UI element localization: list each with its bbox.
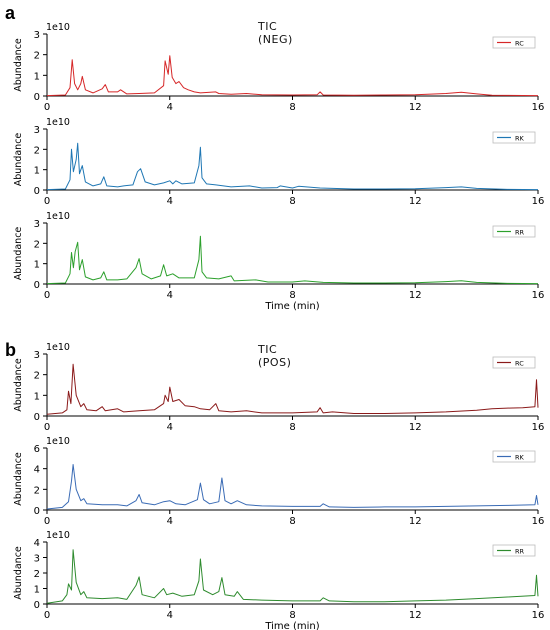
x-tick-label: 8 — [289, 196, 295, 207]
legend-label: RC — [515, 360, 524, 368]
x-tick-label: 0 — [44, 196, 50, 207]
panel-title-pos: TIC (POS) — [258, 343, 292, 369]
legend-label: RK — [515, 135, 525, 143]
y-axis-label: Abundance — [13, 133, 24, 187]
axis-exponent-label: 1e10 — [46, 342, 70, 353]
y-tick-label: 0 — [34, 412, 40, 423]
axis-exponent-label: 1e10 — [46, 117, 70, 128]
legend-box — [492, 225, 536, 238]
series-line-rr — [46, 549, 539, 604]
x-axis-label: Time (min) — [264, 301, 319, 312]
x-axis-label: Time (min) — [264, 621, 319, 630]
legend-label: RR — [515, 548, 525, 556]
axis-exponent-label: 1e10 — [46, 530, 70, 541]
legend-box — [492, 450, 536, 463]
y-tick-label: 2 — [34, 239, 40, 250]
legend-label: RK — [515, 454, 525, 462]
y-tick-label: 3 — [34, 554, 40, 565]
x-tick-label: 4 — [167, 610, 173, 621]
x-tick-label: 0 — [44, 610, 50, 621]
x-tick-label: 4 — [167, 422, 173, 433]
y-axis-label: Abundance — [13, 38, 24, 92]
panel-title-neg: TIC (NEG) — [258, 20, 293, 46]
series-line-rk — [46, 142, 539, 191]
x-tick-label: 4 — [167, 290, 173, 301]
x-tick-label: 12 — [409, 196, 422, 207]
x-tick-label: 16 — [532, 610, 545, 621]
x-tick-label: 0 — [44, 516, 50, 527]
y-tick-label: 4 — [34, 538, 40, 549]
y-axis-label: Abundance — [13, 227, 24, 281]
x-tick-label: 12 — [409, 516, 422, 527]
x-tick-label: 12 — [409, 290, 422, 301]
y-tick-label: 2 — [34, 51, 40, 62]
x-tick-label: 12 — [409, 610, 422, 621]
series-line-rr — [46, 235, 539, 285]
series-line-rc — [46, 55, 539, 97]
x-tick-label: 4 — [167, 516, 173, 527]
y-tick-label: 4 — [34, 465, 40, 476]
x-tick-label: 8 — [289, 610, 295, 621]
y-tick-label: 0 — [34, 600, 40, 611]
x-tick-label: 0 — [44, 422, 50, 433]
x-tick-label: 8 — [289, 422, 295, 433]
x-tick-label: 12 — [409, 422, 422, 433]
x-tick-label: 16 — [532, 516, 545, 527]
y-tick-label: 0 — [34, 506, 40, 517]
x-tick-label: 8 — [289, 516, 295, 527]
axis-exponent-label: 1e10 — [46, 211, 70, 222]
y-tick-label: 2 — [34, 145, 40, 156]
x-tick-label: 16 — [532, 102, 545, 113]
panel-letter-b: b — [5, 340, 16, 360]
x-tick-label: 0 — [44, 290, 50, 301]
x-tick-label: 12 — [409, 102, 422, 113]
axis-exponent-label: 1e10 — [46, 436, 70, 447]
y-tick-label: 6 — [34, 444, 40, 455]
y-tick-label: 2 — [34, 569, 40, 580]
y-tick-label: 2 — [34, 485, 40, 496]
y-tick-label: 0 — [34, 186, 40, 197]
y-tick-label: 3 — [34, 219, 40, 230]
legend-box — [492, 356, 536, 369]
y-tick-label: 0 — [34, 280, 40, 291]
x-tick-label: 4 — [167, 196, 173, 207]
legend-box — [492, 36, 536, 49]
y-tick-label: 0 — [34, 92, 40, 103]
legend-label: RR — [515, 229, 525, 237]
legend-box — [492, 544, 536, 557]
legend-label: RC — [515, 40, 524, 48]
y-axis-label: Abundance — [13, 452, 24, 506]
x-tick-label: 8 — [289, 290, 295, 301]
x-tick-label: 0 — [44, 102, 50, 113]
x-tick-label: 16 — [532, 290, 545, 301]
y-tick-label: 1 — [34, 71, 40, 82]
y-tick-label: 3 — [34, 30, 40, 41]
y-axis-label: Abundance — [13, 546, 24, 600]
y-tick-label: 2 — [34, 371, 40, 382]
y-axis-label: Abundance — [13, 358, 24, 412]
x-tick-label: 16 — [532, 422, 545, 433]
series-line-rk — [46, 464, 539, 510]
y-tick-label: 1 — [34, 260, 40, 271]
y-tick-label: 1 — [34, 391, 40, 402]
axis-exponent-label: 1e10 — [46, 22, 70, 33]
legend-box — [492, 131, 536, 144]
y-tick-label: 1 — [34, 585, 40, 596]
panel-letter-a: a — [5, 3, 16, 23]
x-tick-label: 8 — [289, 102, 295, 113]
x-tick-label: 16 — [532, 196, 545, 207]
y-tick-label: 3 — [34, 350, 40, 361]
y-tick-label: 1 — [34, 166, 40, 177]
x-tick-label: 4 — [167, 102, 173, 113]
series-line-rc — [46, 363, 539, 415]
y-tick-label: 3 — [34, 125, 40, 136]
